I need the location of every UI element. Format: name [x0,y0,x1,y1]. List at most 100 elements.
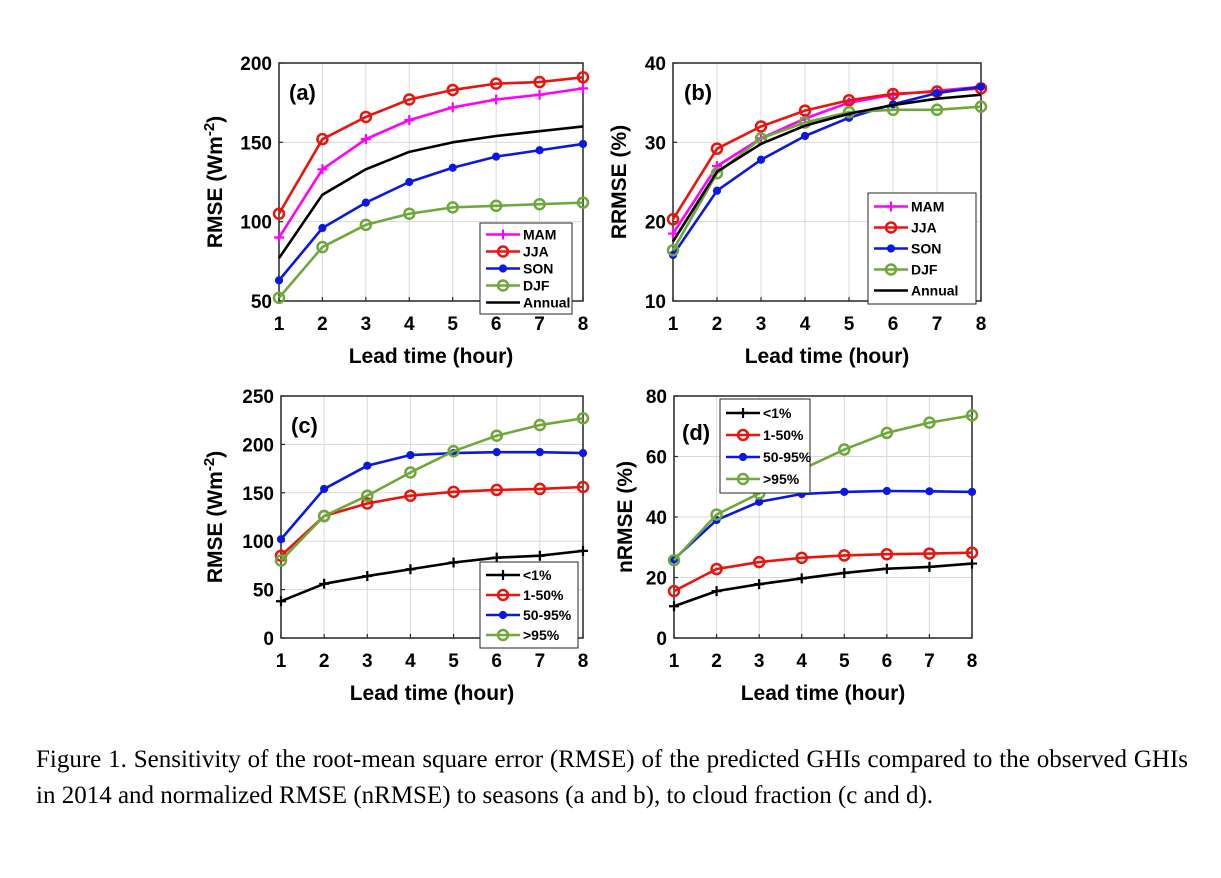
data-point-a-s1-p0 [272,207,286,220]
data-point-a-s2-p3 [405,177,414,187]
data-point-b-s1-p0 [666,213,680,226]
x-tick-label-a-1: 1 [274,314,285,335]
data-point-d-s0-p0 [669,601,679,612]
series-line-a-1 [277,75,584,215]
y-tick-label-c-0: 0 [263,629,274,650]
data-point-d-s3-p6 [923,416,936,429]
series-line-d-1 [673,551,973,593]
data-point-c-s2-p2 [363,461,372,470]
data-point-d-s3-plegend [736,472,750,486]
legend-entry-a-2: SON [523,261,553,277]
data-point-a-s3-p5 [489,199,503,213]
data-point-b-s3-plegend [884,263,898,276]
data-point-c-s2-p6 [535,448,544,457]
y-axis-label-main-b: RRMSE (%) [608,125,631,239]
legend-entry-b-3: DJF [911,262,938,278]
legend-c: <1% 1-50% 50-95% >95% [479,561,579,649]
data-point-b-s1-p1 [710,142,724,155]
series-line-a-2 [277,142,584,282]
legend-entry-b-4: Annual [911,283,958,299]
data-point-a-s3-p7 [576,196,590,209]
chart-panel-a: 1 2 3 4 5 6 7 8 50 100 150 200 Lead time (hour) RMSE … [201,54,590,368]
data-point-c-s3-p1 [317,509,331,523]
data-point-a-s0-p1 [317,164,328,175]
data-point-c-s3-p2 [361,489,374,502]
legend-entry-a-0: MAM [523,227,556,243]
legend-entry-b-1: JJA [911,220,937,236]
data-point-a-s1-plegend [496,245,510,258]
data-point-d-s1-p3 [795,551,808,565]
series-line-a-4 [277,125,584,259]
data-point-d-s2-plegend [738,452,748,462]
data-point-d-s0-p6 [924,561,935,572]
data-point-a-s2-p5 [492,152,501,161]
data-point-d-s2-p5 [882,486,891,496]
legend-entry-a-3: DJF [523,278,550,294]
data-point-b-s0-p0 [668,228,678,239]
series-line-a-0 [277,87,584,239]
x-tick-label-a-2: 2 [317,314,328,335]
data-point-d-s0-p5 [881,563,892,574]
x-tick-label-b-5: 5 [844,314,855,335]
x-tick-label-b-1: 1 [668,314,679,335]
y-tick-label-a-200: 200 [240,54,272,75]
data-point-b-s2-plegend [886,244,896,253]
data-point-c-s0-p6 [534,550,545,561]
x-axis-label-b: Lead time (hour) [745,345,910,368]
data-point-a-s0-p2 [360,134,371,145]
legend-entry-c-0: <1% [523,567,552,583]
data-point-c-s2-plegend [498,610,508,620]
data-point-d-s1-p1 [710,562,723,576]
x-tick-label-a-4: 4 [404,314,415,335]
y-axis-label-a: RMSE (Wm-2) [201,116,227,248]
x-tick-label-a-8: 8 [578,314,589,335]
x-tick-label-a-5: 5 [447,314,458,335]
data-point-c-s3-plegend [496,628,510,642]
y-tick-label-d-20: 20 [646,569,667,590]
chart-panel-b: 1 2 3 4 5 6 7 8 10 20 30 40 Lead time (hour) RRMSE (%… [608,54,988,368]
x-tick-label-d-4: 4 [796,651,807,672]
legend-entry-d-2: 50-95% [763,449,812,465]
y-tick-label-c-100: 100 [242,532,274,553]
y-tick-label-c-50: 50 [253,581,274,602]
x-tick-label-d-1: 1 [669,651,680,672]
series-line-c-2 [280,450,584,541]
data-point-c-s3-p3 [404,466,417,479]
data-point-a-s3-p0 [272,291,286,305]
x-tick-label-c-6: 6 [491,651,502,672]
data-point-a-s2-plegend [498,264,508,273]
x-tick-label-d-6: 6 [882,651,893,672]
data-point-a-s0-p7 [578,83,588,94]
x-tick-label-a-3: 3 [361,314,372,335]
y-axis-label-main-a: RMSE (Wm [204,136,227,248]
data-point-c-s3-p4 [447,444,460,458]
data-point-c-s1-p7 [576,480,590,494]
figure-caption: Figure 1. Sensitivity of the root-mean s… [36,746,1188,809]
chart-panel-c: 1 2 3 4 5 6 7 8 0 50 100 150 200 250 Lead time (hour) R… [201,387,590,705]
data-point-a-s1-p6 [533,75,546,89]
data-point-d-s1-p0 [667,584,681,598]
data-point-c-s2-p0 [276,535,286,544]
data-point-d-s0-p7 [967,558,977,569]
y-tick-label-b-20: 20 [645,213,666,234]
y-tick-label-d-0: 0 [656,629,667,650]
series-line-c-0 [280,549,584,603]
y-tick-label-a-50: 50 [251,292,272,313]
data-point-d-s0-p3 [796,573,807,584]
data-point-b-s1-p3 [798,104,812,117]
data-point-a-s0-p5 [491,94,502,105]
x-tick-label-c-3: 3 [362,651,373,672]
series-line-b-1 [671,87,982,220]
data-point-d-s2-p7 [967,487,977,496]
data-point-c-s0-p7 [578,545,588,556]
x-tick-label-c-7: 7 [535,651,546,672]
data-point-b-s3-p3 [798,116,812,129]
data-point-a-s0-plegend [498,229,508,240]
x-tick-label-d-8: 8 [967,651,978,672]
data-point-b-s0-plegend [886,201,896,212]
data-point-d-s0-plegend [738,408,748,418]
data-point-d-s3-p1 [710,508,723,521]
y-tick-label-b-40: 40 [645,54,666,75]
